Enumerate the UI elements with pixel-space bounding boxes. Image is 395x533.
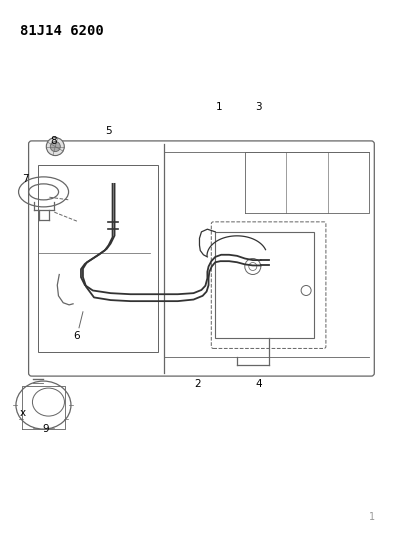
Bar (38, 165, 158, 352)
Bar (215, 232, 314, 338)
Circle shape (46, 138, 64, 156)
Text: 2: 2 (194, 379, 201, 389)
Text: 8: 8 (50, 136, 56, 146)
Text: 1: 1 (369, 512, 375, 522)
Text: 3: 3 (256, 102, 262, 111)
Text: 1: 1 (216, 102, 222, 111)
Text: 6: 6 (74, 331, 80, 341)
Circle shape (50, 142, 60, 151)
Text: 9: 9 (42, 424, 49, 434)
Text: 7: 7 (23, 174, 29, 183)
Text: 4: 4 (256, 379, 262, 389)
Text: 81J14 6200: 81J14 6200 (20, 24, 103, 38)
Text: x: x (20, 408, 26, 418)
Text: 5: 5 (105, 126, 112, 135)
